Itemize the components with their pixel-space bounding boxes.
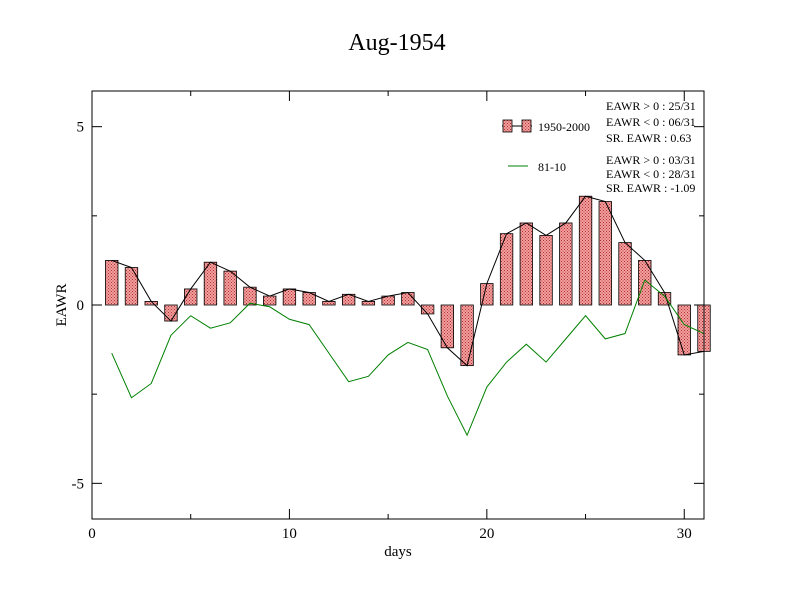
series-line-1950-2000	[111, 195, 705, 367]
bar-day-22	[519, 222, 533, 306]
bar-day-12	[322, 301, 336, 306]
bar-day-27	[618, 242, 632, 306]
legend-label-81-10: 81-10	[538, 160, 566, 174]
annotation-2-1: EAWR > 0 : 03/31	[606, 153, 696, 167]
ticks-layer: 0 10 20 30 -5 0 5	[72, 91, 704, 542]
bar-day-1	[105, 260, 119, 306]
series-line-81-10	[111, 279, 705, 437]
lines-layer	[111, 195, 705, 437]
annotation-1-1: EAWR > 0 : 25/31	[606, 99, 696, 113]
bar-day-8	[243, 286, 257, 306]
bar-day-16	[401, 292, 415, 306]
y-tick-label--5: -5	[72, 476, 85, 492]
bar-day-2	[124, 267, 139, 306]
bar-day-19	[460, 304, 474, 367]
x-tick-label-30: 30	[677, 526, 692, 542]
bar-day-23	[539, 235, 553, 306]
legend-label-1950-2000: 1950-2000	[538, 120, 590, 134]
annotation-2-3: SR. EAWR : -1.09	[606, 181, 695, 195]
y-tick-label-5: 5	[77, 120, 85, 136]
bar-day-10	[282, 288, 297, 306]
bar-day-26	[598, 201, 612, 306]
bar-day-30	[677, 304, 691, 356]
bar-day-9	[263, 295, 277, 306]
legend-swatch-1950-2000-a	[502, 119, 513, 133]
y-tick-label-0: 0	[77, 298, 85, 314]
legend: 1950-2000 81-10 EAWR > 0 : 25/31 EAWR < …	[502, 99, 696, 195]
x-tick-label-10: 10	[282, 526, 297, 542]
legend-swatch-1950-2000-b	[521, 119, 532, 133]
x-tick-label-0: 0	[88, 526, 96, 542]
y-axis-label: EAWR	[54, 284, 70, 327]
annotation-1-2: EAWR < 0 : 06/31	[606, 115, 696, 129]
bar-day-25	[578, 195, 593, 306]
annotation-2-2: EAWR < 0 : 28/31	[606, 167, 696, 181]
annotation-1-3: SR. EAWR : 0.63	[606, 131, 691, 145]
x-tick-label-20: 20	[479, 526, 494, 542]
bar-day-7	[223, 270, 237, 306]
x-axis-label: days	[384, 544, 412, 560]
bar-day-24	[559, 222, 573, 306]
bar-day-18	[440, 304, 455, 349]
bar-day-14	[361, 301, 376, 306]
chart-title: Aug-1954	[348, 30, 445, 56]
